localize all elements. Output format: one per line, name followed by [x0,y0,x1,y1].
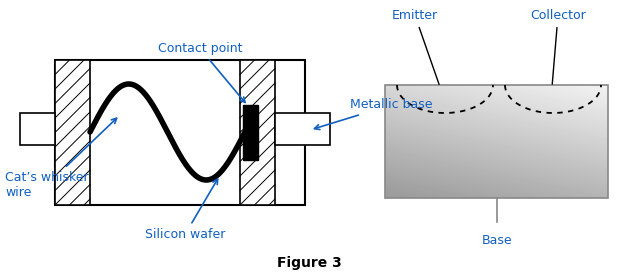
Bar [55,60,305,205]
Text: Base: Base [481,233,512,246]
Text: Contact point: Contact point [158,42,245,102]
Bar [240,60,275,205]
Text: Cat’s whisker
wire: Cat’s whisker wire [5,118,117,199]
Text: Metallic base: Metallic base [315,98,433,130]
Bar [20,113,55,145]
Text: Collector: Collector [530,9,586,84]
Bar [275,113,330,145]
Text: Emitter: Emitter [392,9,439,84]
Text: Silicon wafer: Silicon wafer [145,179,225,241]
Bar [385,85,608,198]
Bar [55,60,90,205]
Text: Figure 3: Figure 3 [277,256,341,270]
Bar [243,105,258,160]
